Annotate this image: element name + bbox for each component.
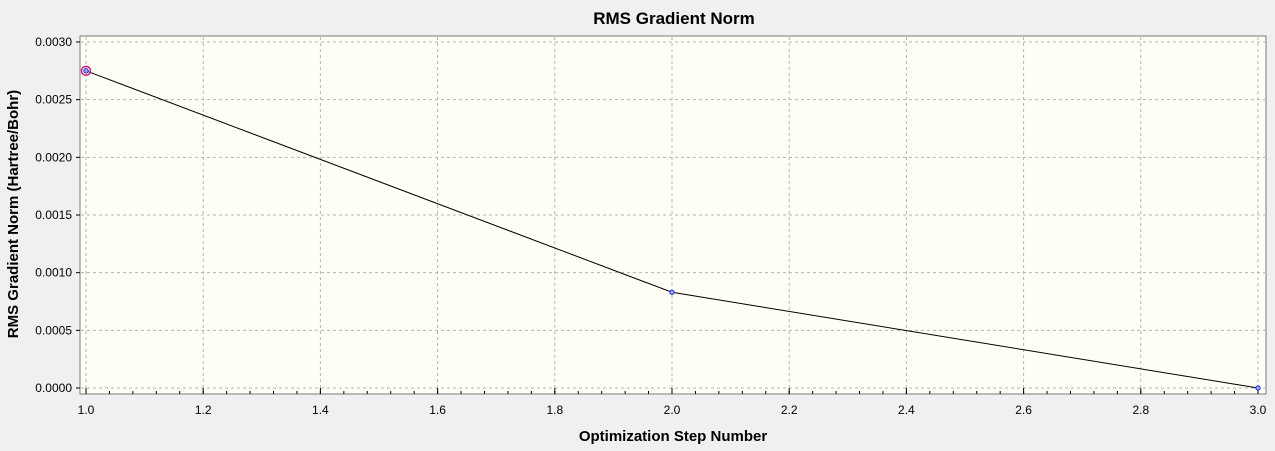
x-tick-label: 1.8 bbox=[546, 403, 563, 417]
y-tick-label: 0.0030 bbox=[35, 35, 72, 49]
x-tick-label: 2.2 bbox=[781, 403, 798, 417]
chart-title: RMS Gradient Norm bbox=[593, 9, 755, 28]
data-point bbox=[83, 68, 89, 74]
x-tick-label: 1.4 bbox=[312, 403, 329, 417]
y-tick-label: 0.0025 bbox=[35, 93, 72, 107]
x-tick-label: 2.8 bbox=[1132, 403, 1149, 417]
highlighted-point-ring bbox=[80, 65, 92, 77]
y-tick-label: 0.0015 bbox=[35, 208, 72, 222]
y-tick-label: 0.0005 bbox=[35, 323, 72, 337]
y-tick-label: 0.0000 bbox=[35, 381, 72, 395]
x-tick-label: 3.0 bbox=[1250, 403, 1267, 417]
x-tick-label: 2.4 bbox=[898, 403, 915, 417]
tick-labels: 0.0000 0.0005 0.0010 0.0015 0.0020 0.0025 0.00… bbox=[35, 35, 1266, 417]
x-tick-label: 1.0 bbox=[78, 403, 95, 417]
axis-ticks bbox=[76, 41, 1259, 394]
plot-area bbox=[79, 35, 1267, 395]
grid-lines bbox=[81, 37, 1265, 393]
data-point bbox=[669, 289, 675, 295]
x-tick-label: 2.0 bbox=[664, 403, 681, 417]
x-tick-label: 2.6 bbox=[1015, 403, 1032, 417]
y-axis-label: RMS Gradient Norm (Hartree/Bohr) bbox=[5, 90, 22, 338]
x-axis-label: Optimization Step Number bbox=[579, 428, 768, 445]
y-tick-label: 0.0010 bbox=[35, 266, 72, 280]
x-tick-label: 1.6 bbox=[429, 403, 446, 417]
data-point bbox=[1255, 385, 1261, 391]
series-layer bbox=[80, 65, 1261, 391]
x-tick-label: 1.2 bbox=[195, 403, 212, 417]
y-tick-label: 0.0020 bbox=[35, 150, 72, 164]
